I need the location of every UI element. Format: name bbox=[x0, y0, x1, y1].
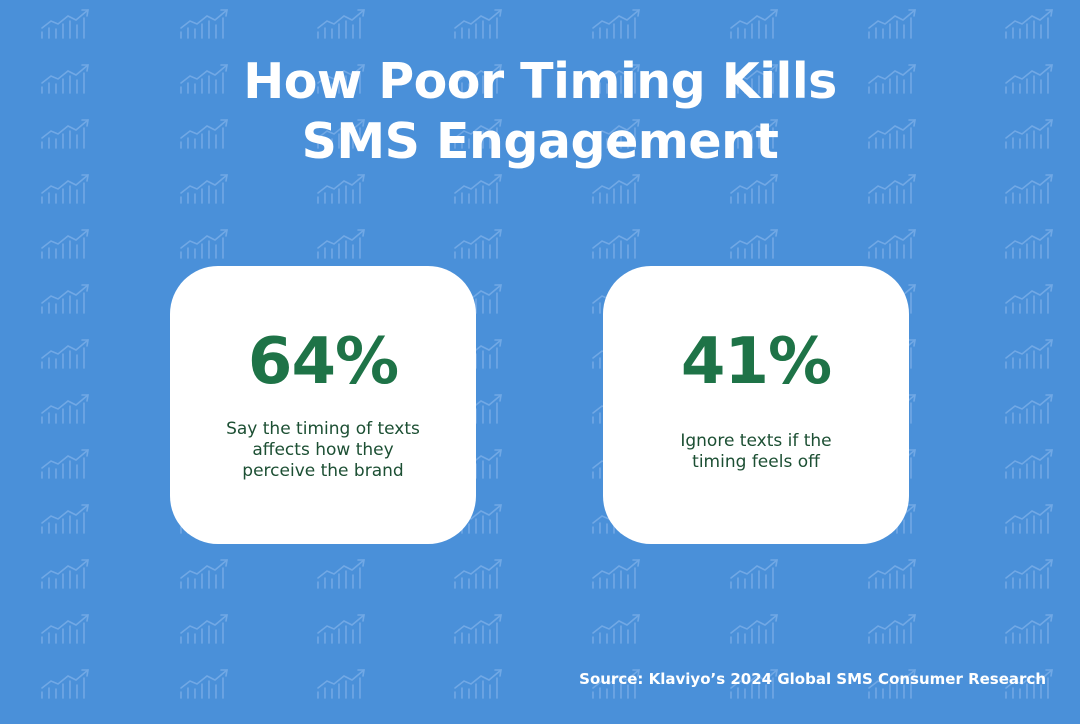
trending-up-chart-icon bbox=[41, 284, 89, 314]
trending-up-chart-icon bbox=[1005, 9, 1053, 39]
trending-up-chart-icon bbox=[41, 229, 89, 259]
trending-up-chart-icon bbox=[592, 559, 640, 589]
trending-up-chart-icon bbox=[180, 669, 228, 699]
trending-up-chart-icon bbox=[41, 504, 89, 534]
trending-up-chart-icon bbox=[1005, 174, 1053, 204]
trending-up-chart-icon bbox=[1005, 449, 1053, 479]
trending-up-chart-icon bbox=[868, 614, 916, 644]
trending-up-chart-icon bbox=[730, 229, 778, 259]
page-title: How Poor Timing Kills SMS Engagement bbox=[0, 52, 1080, 172]
trending-up-chart-icon bbox=[317, 174, 365, 204]
trending-up-chart-icon bbox=[454, 669, 502, 699]
trending-up-chart-icon bbox=[730, 9, 778, 39]
trending-up-chart-icon bbox=[454, 614, 502, 644]
trending-up-chart-icon bbox=[868, 174, 916, 204]
trending-up-chart-icon bbox=[868, 9, 916, 39]
trending-up-chart-icon bbox=[317, 229, 365, 259]
trending-up-chart-icon bbox=[41, 449, 89, 479]
trending-up-chart-icon bbox=[317, 614, 365, 644]
trending-up-chart-icon bbox=[730, 174, 778, 204]
stat-description-line: Say the timing of texts bbox=[226, 419, 420, 439]
stat-value: 64% bbox=[247, 325, 399, 399]
trending-up-chart-icon bbox=[41, 669, 89, 699]
stat-description: Ignore texts if the timing feels off bbox=[623, 431, 889, 473]
trending-up-chart-icon bbox=[730, 559, 778, 589]
trending-up-chart-icon bbox=[592, 174, 640, 204]
stat-description: Say the timing of texts affects how they… bbox=[190, 419, 456, 482]
trending-up-chart-icon bbox=[868, 229, 916, 259]
stat-description-line: perceive the brand bbox=[242, 461, 404, 481]
trending-up-chart-icon bbox=[317, 9, 365, 39]
trending-up-chart-icon bbox=[180, 174, 228, 204]
title-line-2: SMS Engagement bbox=[301, 113, 779, 170]
trending-up-chart-icon bbox=[592, 614, 640, 644]
trending-up-chart-icon bbox=[454, 174, 502, 204]
stat-value: 41% bbox=[680, 325, 832, 399]
trending-up-chart-icon bbox=[180, 614, 228, 644]
trending-up-chart-icon bbox=[317, 559, 365, 589]
trending-up-chart-icon bbox=[1005, 559, 1053, 589]
trending-up-chart-icon bbox=[454, 229, 502, 259]
trending-up-chart-icon bbox=[317, 669, 365, 699]
trending-up-chart-icon bbox=[1005, 394, 1053, 424]
source-citation: Source: Klaviyo’s 2024 Global SMS Consum… bbox=[579, 670, 1046, 688]
stat-description-line: affects how they bbox=[252, 440, 394, 460]
stat-card-ignore-texts: 41% Ignore texts if the timing feels off bbox=[603, 266, 909, 544]
stat-card-timing-perception: 64% Say the timing of texts affects how … bbox=[170, 266, 476, 544]
trending-up-chart-icon bbox=[730, 614, 778, 644]
trending-up-chart-icon bbox=[592, 229, 640, 259]
trending-up-chart-icon bbox=[1005, 504, 1053, 534]
stat-description-line: timing feels off bbox=[692, 452, 820, 472]
title-line-1: How Poor Timing Kills bbox=[243, 53, 837, 110]
trending-up-chart-icon bbox=[1005, 229, 1053, 259]
trending-up-chart-icon bbox=[41, 339, 89, 369]
trending-up-chart-icon bbox=[1005, 614, 1053, 644]
trending-up-chart-icon bbox=[41, 614, 89, 644]
trending-up-chart-icon bbox=[41, 9, 89, 39]
trending-up-chart-icon bbox=[868, 559, 916, 589]
stat-description-line: Ignore texts if the bbox=[680, 431, 832, 451]
trending-up-chart-icon bbox=[41, 174, 89, 204]
trending-up-chart-icon bbox=[41, 394, 89, 424]
trending-up-chart-icon bbox=[1005, 339, 1053, 369]
trending-up-chart-icon bbox=[454, 9, 502, 39]
trending-up-chart-icon bbox=[1005, 284, 1053, 314]
trending-up-chart-icon bbox=[592, 9, 640, 39]
trending-up-chart-icon bbox=[41, 559, 89, 589]
trending-up-chart-icon bbox=[454, 559, 502, 589]
trending-up-chart-icon bbox=[180, 229, 228, 259]
trending-up-chart-icon bbox=[180, 9, 228, 39]
trending-up-chart-icon bbox=[180, 559, 228, 589]
